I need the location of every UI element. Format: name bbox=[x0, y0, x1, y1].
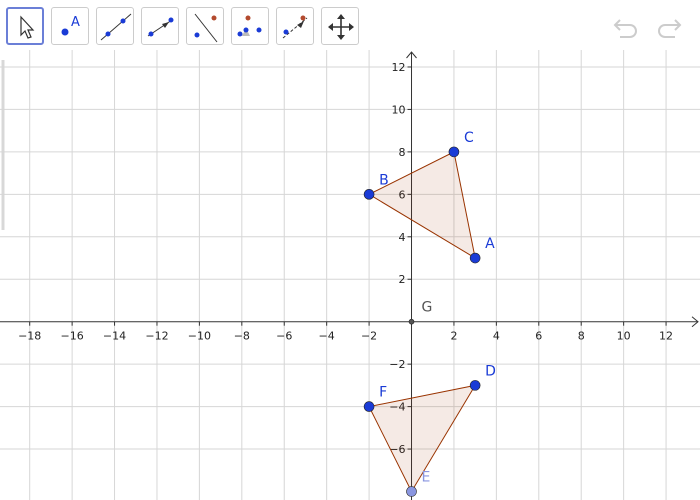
point bbox=[363, 189, 375, 200]
translate-tool[interactable] bbox=[276, 7, 314, 45]
y-axis-arrow bbox=[406, 51, 417, 59]
x-tick-label: 4 bbox=[493, 330, 500, 343]
x-tick-label: 8 bbox=[578, 330, 585, 343]
point bbox=[363, 401, 375, 412]
graphics-view: −18 −16 −14 −12 −10 −8 −6 −4 −2 2 4 6 8 10 12 −6 −4 −2 2 4 6… bbox=[0, 50, 700, 500]
x-axis-arrow bbox=[691, 316, 699, 328]
x-tick-label: 12 bbox=[659, 330, 673, 343]
icon bbox=[147, 17, 174, 37]
x-tick-label: −6 bbox=[276, 330, 292, 343]
x-tick-label: 10 bbox=[617, 330, 631, 343]
icon bbox=[100, 13, 132, 41]
point-label: G bbox=[422, 300, 433, 316]
vector-tool[interactable] bbox=[141, 7, 179, 45]
x-tick-label: −12 bbox=[145, 330, 168, 343]
y-tick-label: 8 bbox=[399, 146, 406, 159]
undo-redo[interactable] bbox=[610, 12, 685, 42]
triangle bbox=[368, 384, 477, 493]
x-tick-label: −18 bbox=[18, 330, 41, 343]
icon-letter: A bbox=[71, 15, 80, 30]
y-tick-label: 4 bbox=[399, 231, 406, 244]
x-tick-label: −14 bbox=[103, 330, 126, 343]
point-label: A bbox=[485, 236, 495, 252]
point-label: D bbox=[485, 363, 496, 379]
y-tick-label: 10 bbox=[392, 103, 406, 116]
point bbox=[406, 486, 417, 497]
point-label: C bbox=[464, 130, 474, 146]
x-tick-label: −16 bbox=[61, 330, 84, 343]
x-tick-label: 6 bbox=[535, 330, 542, 343]
line-tool[interactable] bbox=[96, 7, 134, 45]
y-tick-label: −4 bbox=[389, 401, 405, 414]
perpendicular-tool[interactable] bbox=[186, 7, 224, 45]
point bbox=[448, 146, 460, 158]
move-tool[interactable] bbox=[6, 7, 44, 45]
x-tick-label: −4 bbox=[319, 330, 335, 343]
y-tick-label: 2 bbox=[399, 273, 406, 286]
x-tick-label: −10 bbox=[188, 330, 211, 343]
point-label: F bbox=[379, 385, 387, 401]
icon: A bbox=[61, 15, 80, 36]
point-label: B bbox=[379, 172, 389, 188]
x-tick-label: −8 bbox=[234, 330, 250, 343]
point-label: E bbox=[422, 470, 431, 486]
y-tick-label: 6 bbox=[399, 188, 406, 201]
icon bbox=[237, 15, 262, 37]
y-tick-label: 12 bbox=[392, 61, 406, 74]
y-tick-label: −6 bbox=[389, 443, 405, 456]
icon bbox=[328, 14, 354, 40]
x-tick-label: 2 bbox=[450, 330, 457, 343]
point-tool[interactable]: A bbox=[51, 7, 89, 45]
icon bbox=[282, 15, 308, 39]
y-tick-label: −2 bbox=[389, 358, 405, 371]
move-view-tool[interactable] bbox=[321, 7, 359, 45]
point bbox=[408, 318, 415, 325]
point bbox=[469, 252, 481, 264]
point bbox=[469, 380, 481, 391]
angle-tool[interactable] bbox=[231, 7, 269, 45]
x-tick-label: −2 bbox=[361, 330, 377, 343]
icon bbox=[20, 15, 35, 39]
triangle bbox=[368, 151, 476, 260]
toolbar: A bbox=[0, 0, 700, 51]
icon bbox=[194, 13, 218, 43]
